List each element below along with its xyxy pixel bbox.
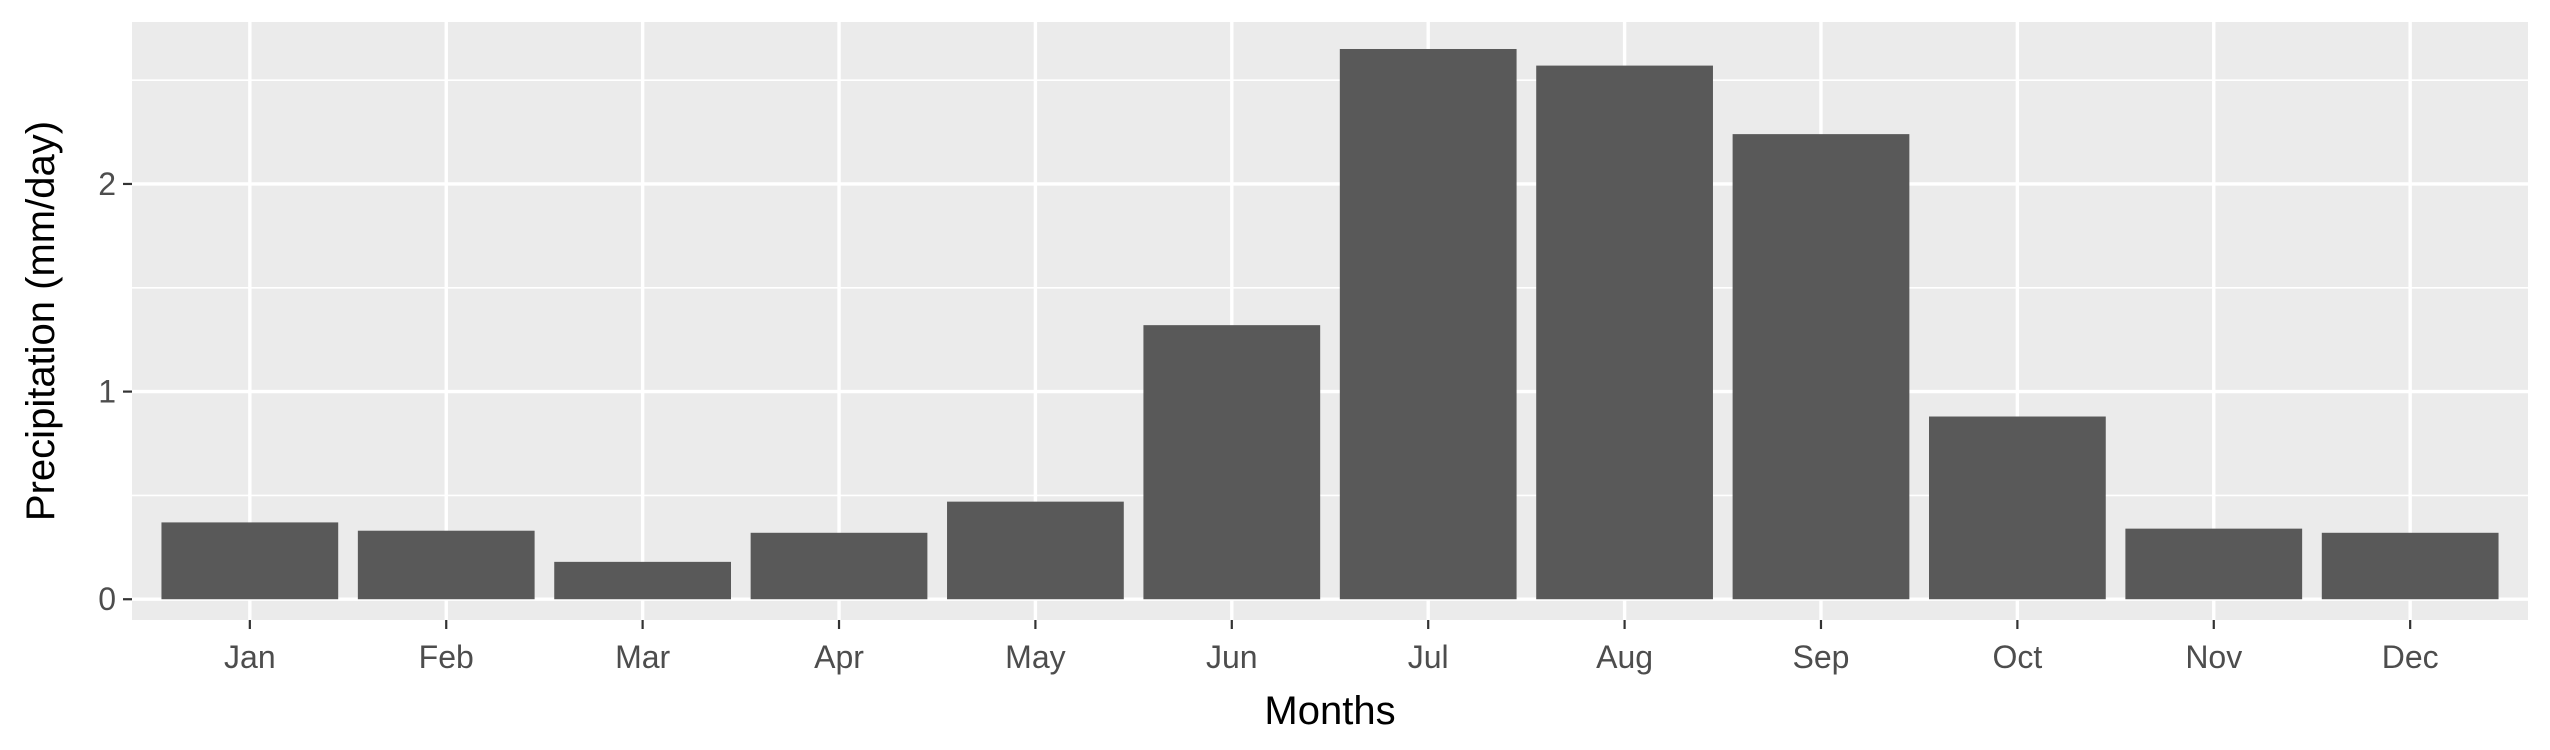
y-axis: 0 1 2 (98, 166, 132, 617)
x-tick-label-dec: Dec (2382, 639, 2439, 675)
bar-dec (2321, 532, 2499, 600)
x-tick-label-jan: Jan (224, 639, 276, 675)
bar-may (947, 501, 1124, 600)
x-axis: Jan Feb Mar Apr May Jun Jul Aug Sep Oct Nov Dec (224, 620, 2439, 675)
y-tick-label: 1 (98, 374, 116, 410)
plot-panel (132, 22, 2528, 620)
x-tick-label-jul: Jul (1408, 639, 1449, 675)
y-axis-title: Precipitation (mm/day) (19, 121, 63, 521)
bars-group (161, 48, 2499, 600)
y-tick-label: 2 (98, 166, 116, 202)
x-tick-label-feb: Feb (419, 639, 474, 675)
bar-sep (1732, 134, 1910, 600)
bar-jun (1143, 325, 1321, 600)
bar-apr (750, 532, 928, 600)
bar-feb (357, 530, 535, 600)
x-tick-label-aug: Aug (1596, 639, 1653, 675)
x-tick-label-jun: Jun (1206, 639, 1258, 675)
x-tick-label-apr: Apr (814, 639, 864, 675)
minor-gridlines (132, 79, 2528, 497)
x-tick-label-nov: Nov (2185, 639, 2242, 675)
x-tick-label-sep: Sep (1793, 639, 1850, 675)
x-tick-label-mar: Mar (615, 639, 670, 675)
bar-mar (554, 561, 731, 600)
bar-nov (2125, 528, 2303, 600)
x-tick-label-oct: Oct (1992, 639, 2042, 675)
bar-jul (1339, 48, 1517, 600)
x-axis-title: Months (1264, 689, 1395, 733)
x-tick-label-may: May (1005, 639, 1065, 675)
bar-jan (161, 522, 339, 600)
bar-aug (1536, 65, 1713, 600)
y-tick-label: 0 (98, 581, 116, 617)
bar-oct (1929, 416, 2106, 600)
